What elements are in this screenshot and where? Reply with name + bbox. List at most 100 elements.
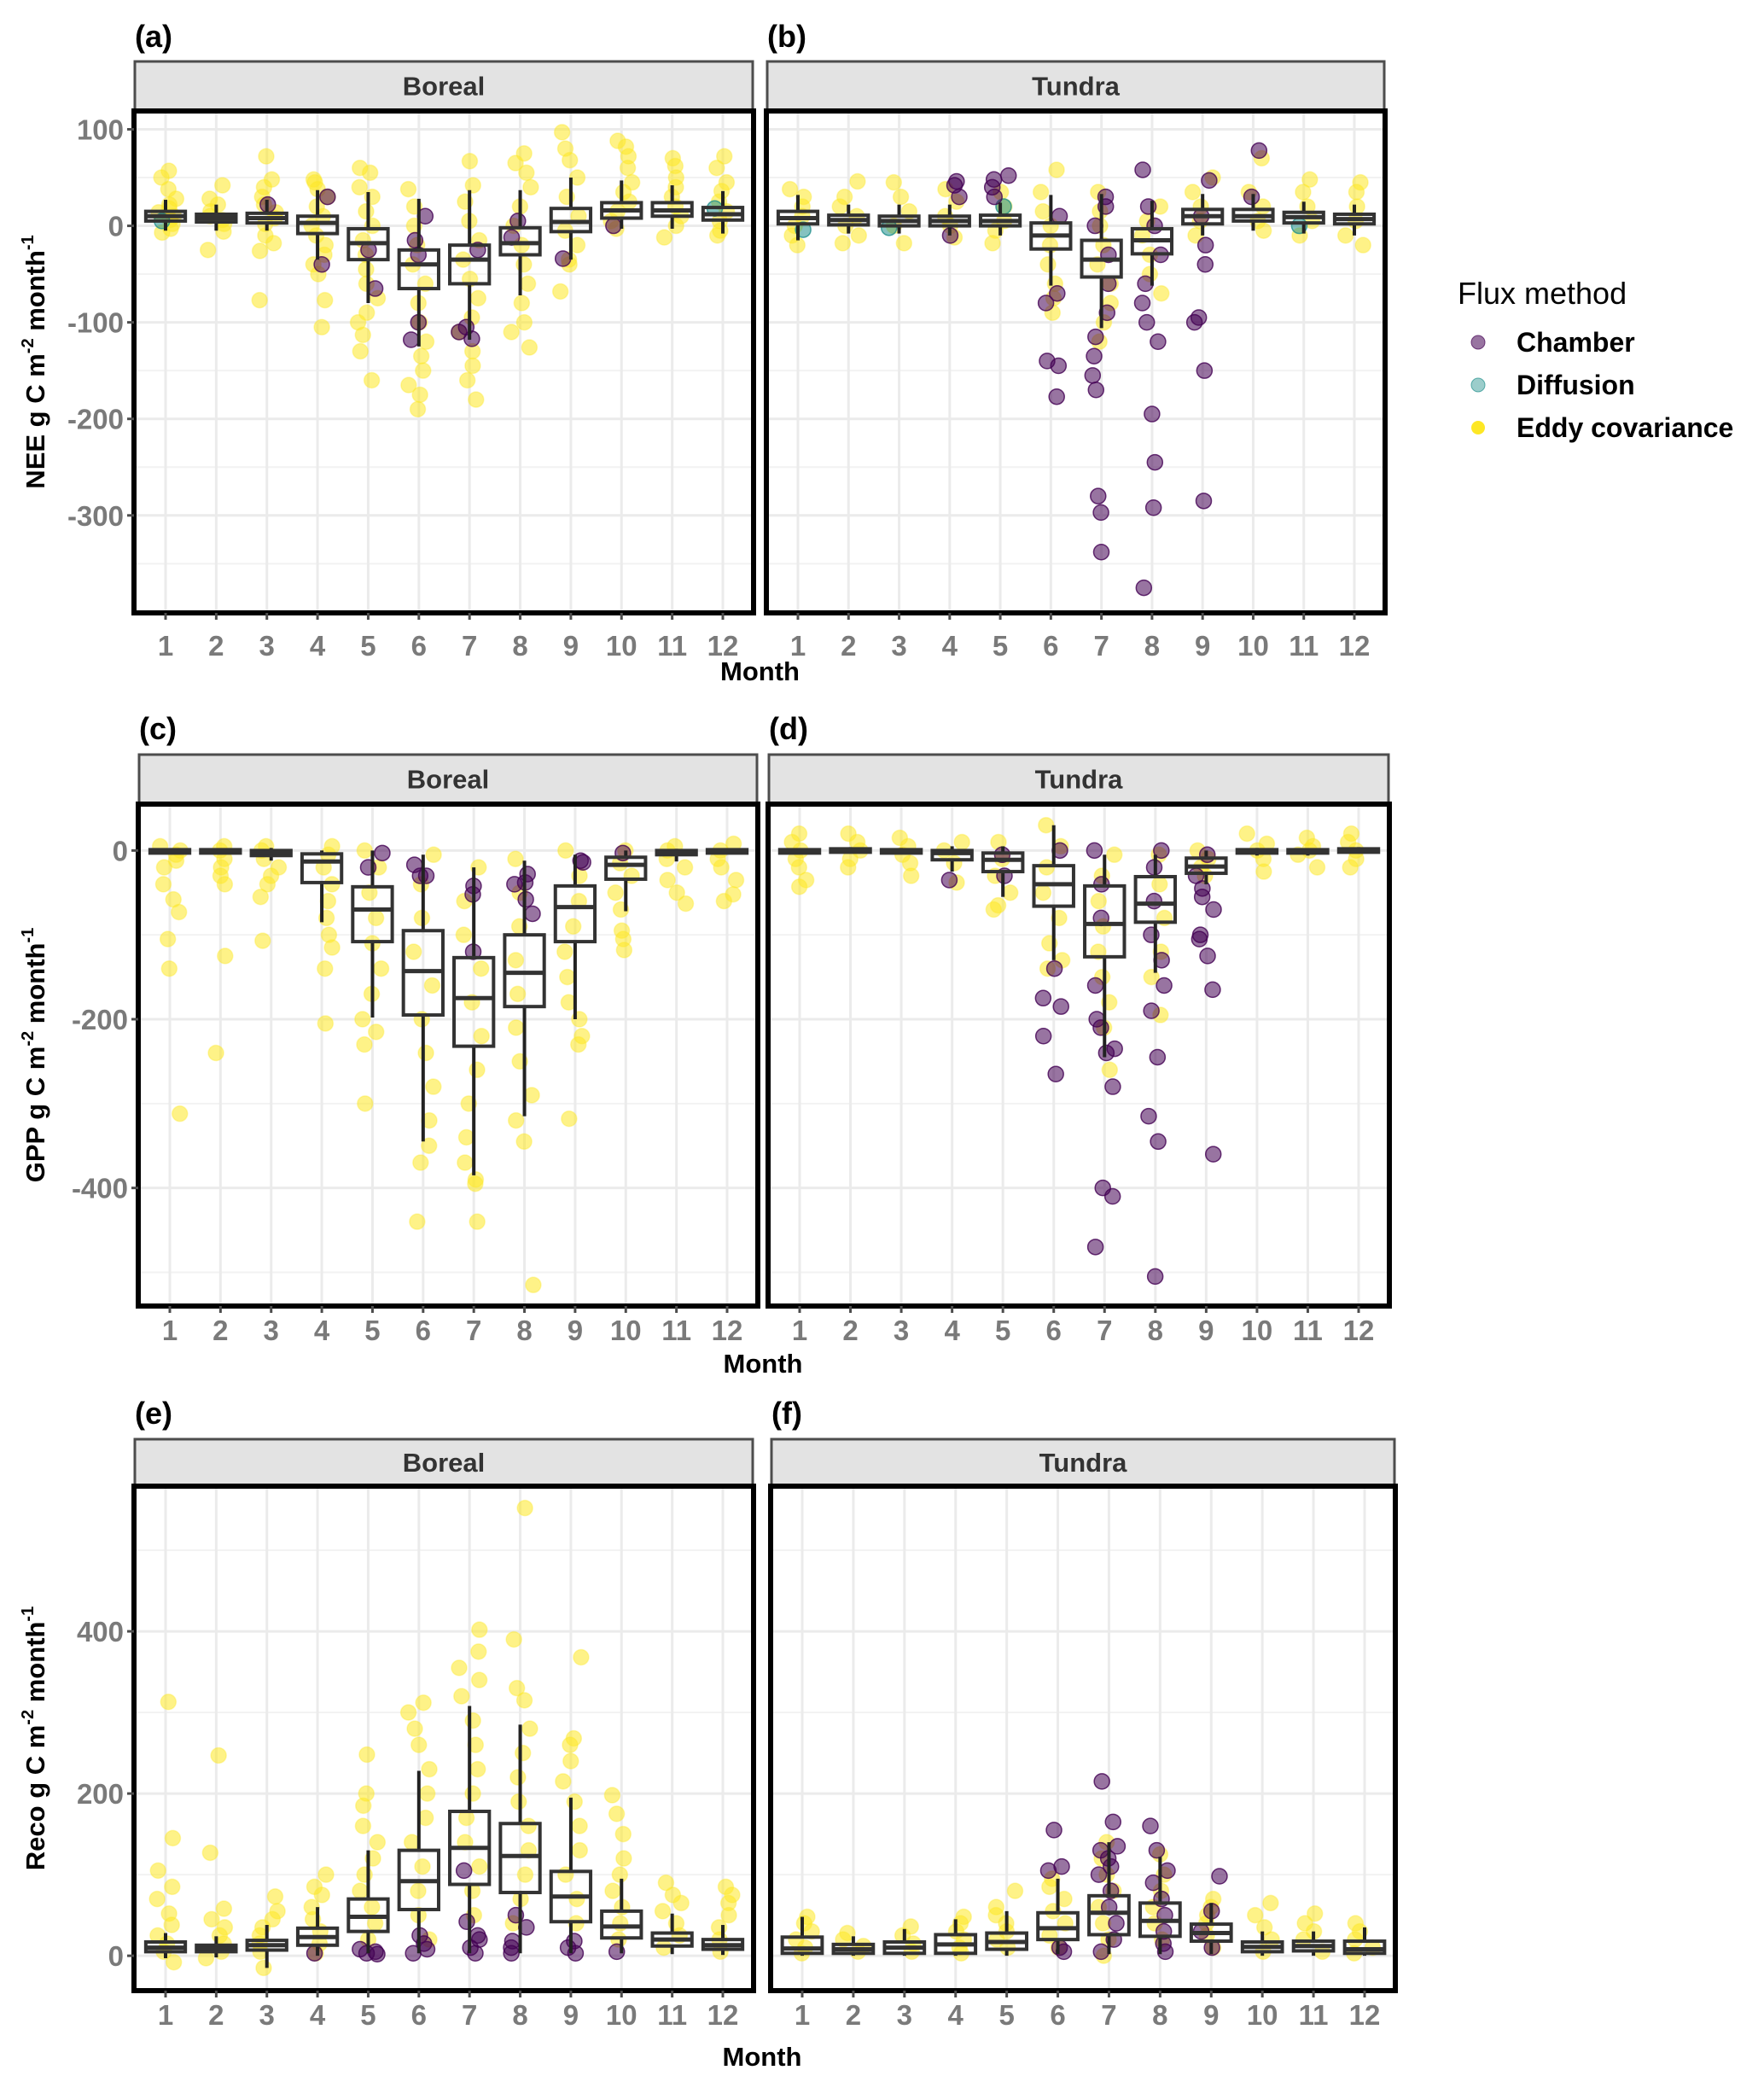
- data-point-eddy-covariance: [414, 1857, 431, 1875]
- data-point-eddy-covariance: [254, 932, 271, 949]
- plot-area: [134, 1486, 754, 1991]
- data-point-eddy-covariance: [363, 371, 381, 389]
- x-tick-label: 8: [512, 1999, 527, 2031]
- boxplot-month-1: [143, 1933, 188, 1958]
- box: [1087, 1893, 1131, 1937]
- box: [780, 1935, 824, 1956]
- data-point-chamber: [1204, 981, 1221, 999]
- x-tick-label: 2: [208, 630, 224, 662]
- data-point-eddy-covariance: [409, 400, 427, 418]
- data-point-eddy-covariance: [1255, 222, 1272, 239]
- panel-tag: (c): [139, 711, 177, 746]
- data-point-eddy-covariance: [902, 867, 920, 884]
- x-tick-label: 12: [707, 630, 739, 662]
- data-point-eddy-covariance: [507, 850, 524, 867]
- data-point-eddy-covariance: [713, 859, 730, 876]
- boxplots: [143, 1706, 745, 1968]
- data-point-eddy-covariance: [1039, 256, 1057, 273]
- box: [604, 855, 648, 881]
- x-tick-label: 1: [158, 630, 173, 662]
- data-point-chamber: [1185, 313, 1203, 331]
- data-point-eddy-covariance: [469, 1213, 486, 1230]
- data-point-eddy-covariance: [1262, 1894, 1279, 1912]
- data-point-eddy-covariance: [1143, 968, 1160, 986]
- data-point-eddy-covariance: [571, 1817, 588, 1834]
- data-point-eddy-covariance: [708, 159, 725, 177]
- boxplot-month-2: [831, 1936, 876, 1956]
- x-tick-label: 3: [894, 1315, 909, 1346]
- data-point-eddy-covariance: [471, 1857, 488, 1875]
- data-point-eddy-covariance: [170, 903, 188, 921]
- data-point-eddy-covariance: [317, 959, 334, 977]
- data-point-eddy-covariance: [1090, 892, 1108, 910]
- y-axis-title-sup: -2: [19, 1710, 38, 1725]
- data-point-eddy-covariance: [522, 178, 539, 196]
- data-point-eddy-covariance: [155, 859, 173, 876]
- panel-tag: (b): [767, 19, 806, 54]
- x-tick-label: 5: [360, 630, 376, 662]
- x-tick-label: 12: [712, 1315, 743, 1346]
- data-point-eddy-covariance: [417, 333, 435, 351]
- data-point-eddy-covariance: [1032, 184, 1050, 201]
- x-tick-label: 7: [1101, 1999, 1116, 2031]
- x-tick-label: 12: [1343, 1315, 1375, 1346]
- data-point-chamber: [313, 256, 330, 273]
- data-point-eddy-covariance: [251, 291, 268, 309]
- y-tick-label: -200: [67, 404, 124, 435]
- boxplot-month-1: [143, 200, 188, 231]
- boxplot-month-5: [351, 850, 394, 1018]
- data-point-eddy-covariance: [1153, 284, 1170, 302]
- data-point-chamber: [374, 844, 391, 862]
- boxplot-month-7: [448, 190, 492, 340]
- data-point-chamber: [1087, 382, 1105, 399]
- data-point-chamber: [1250, 142, 1268, 160]
- boxplot-month-12: [705, 848, 749, 855]
- data-point-eddy-covariance: [507, 1019, 525, 1036]
- panel-tag: (a): [135, 19, 172, 54]
- row-2: GPP g C m-2 month-1 Month (c) Boreal 0 -200 -4…: [19, 711, 1392, 1379]
- data-point-eddy-covariance: [455, 926, 473, 943]
- data-point-eddy-covariance: [573, 1648, 590, 1666]
- data-point-eddy-covariance: [1034, 202, 1051, 220]
- boxplot-month-8: [498, 1724, 542, 1954]
- boxplot-month-3: [245, 200, 288, 231]
- data-point-eddy-covariance: [562, 1736, 579, 1753]
- data-point-chamber: [506, 876, 523, 893]
- panel-border: [136, 802, 760, 1309]
- data-point-chamber: [1092, 504, 1109, 522]
- x-tick-label: 7: [462, 1999, 477, 2031]
- x-tick-label: 7: [466, 1315, 481, 1346]
- boxplot-month-12: [701, 190, 745, 234]
- data-point-chamber: [1034, 989, 1052, 1007]
- y-axis-title-unit: month: [20, 943, 50, 1031]
- boxplot-month-9: [549, 178, 593, 260]
- x-tick-label: 8: [1148, 1315, 1163, 1346]
- data-point-eddy-covariance: [201, 1844, 219, 1862]
- data-point-eddy-covariance: [515, 1133, 533, 1151]
- data-point-eddy-covariance: [516, 1866, 534, 1883]
- data-point-chamber: [1142, 1817, 1159, 1834]
- data-point-eddy-covariance: [834, 235, 852, 252]
- data-point-eddy-covariance: [215, 223, 232, 241]
- data-point-eddy-covariance: [521, 1720, 539, 1737]
- box: [300, 852, 344, 884]
- data-point-eddy-covariance: [469, 1061, 486, 1079]
- data-point-eddy-covariance: [464, 1785, 481, 1802]
- y-tick-label: 400: [77, 1616, 124, 1647]
- x-tick-label: 5: [993, 630, 1008, 662]
- data-point-eddy-covariance: [946, 854, 963, 872]
- data-point-eddy-covariance: [885, 173, 903, 191]
- data-point-eddy-covariance: [203, 1910, 220, 1928]
- x-tick-label: 4: [310, 630, 326, 662]
- boxplot-month-12: [701, 1925, 745, 1956]
- data-point-eddy-covariance: [471, 1621, 488, 1638]
- data-point-eddy-covariance: [364, 1898, 381, 1916]
- data-point-chamber: [1103, 1857, 1120, 1875]
- data-point-chamber: [1086, 347, 1103, 364]
- data-point-eddy-covariance: [831, 198, 848, 215]
- facet-strip-label: Tundra: [1035, 765, 1124, 795]
- data-point-chamber: [999, 167, 1017, 184]
- data-point-chamber: [1191, 930, 1208, 948]
- data-point-chamber: [1199, 948, 1216, 965]
